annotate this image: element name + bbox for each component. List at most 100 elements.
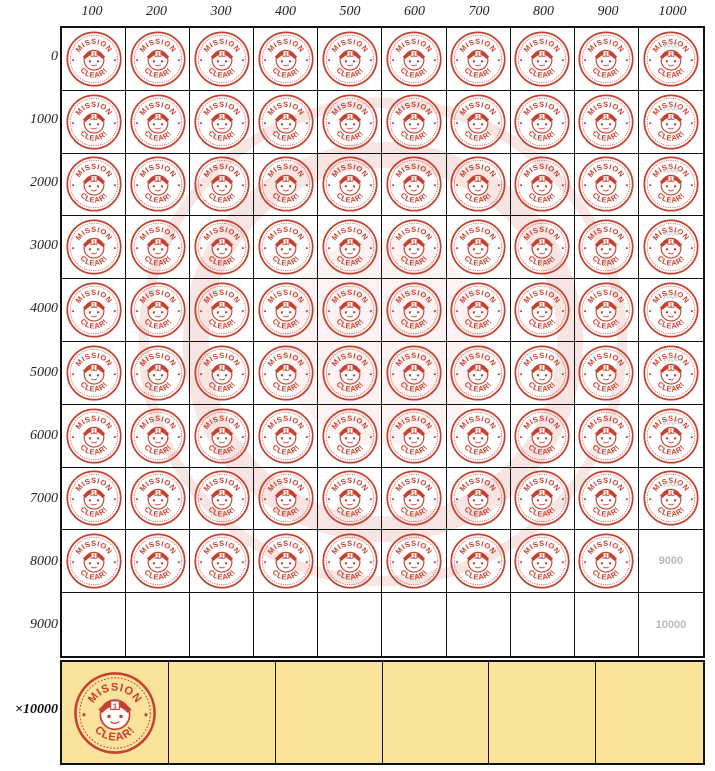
stamp-cell[interactable]: MISSION CLEAR! 1 [574, 153, 639, 217]
stamp-cell[interactable]: MISSION CLEAR! 1 [254, 467, 319, 531]
stamp-cell[interactable]: MISSION CLEAR! 1 1000 [638, 91, 703, 154]
stamp-cell[interactable]: 10000 [639, 593, 703, 656]
stamp-cell[interactable]: MISSION CLEAR! 1 [190, 216, 255, 280]
stamp-cell[interactable]: MISSION CLEAR! 1 [318, 404, 383, 468]
stamp-cell[interactable]: MISSION CLEAR! 1 [382, 153, 447, 217]
stamp-cell[interactable]: MISSION CLEAR! 1 [574, 216, 639, 280]
stamp-cell[interactable]: MISSION CLEAR! 1 [510, 90, 575, 154]
stamp-cell[interactable]: MISSION CLEAR! 1 1000 [638, 216, 703, 280]
stamp-cell[interactable]: MISSION CLEAR! 1 [318, 530, 383, 594]
stamp-cell[interactable]: MISSION CLEAR! 1 [510, 341, 575, 405]
stamp-cell[interactable]: MISSION CLEAR! 1 [318, 341, 383, 405]
stamp-cell[interactable]: MISSION CLEAR! 1 [190, 341, 255, 405]
stamp-cell[interactable]: MISSION CLEAR! 1 [126, 216, 191, 280]
stamp-cell[interactable]: MISSION CLEAR! 1 [254, 153, 319, 217]
stamp-cell[interactable]: MISSION CLEAR! 1 [318, 90, 383, 154]
stamp-cell[interactable]: MISSION CLEAR! 1 1000 [638, 154, 703, 217]
stamp-cell[interactable]: MISSION CLEAR! 1 [446, 90, 511, 154]
stamp-cell[interactable]: MISSION CLEAR! 1 [62, 530, 127, 594]
stamp-cell[interactable] [447, 593, 511, 656]
stamp-cell[interactable]: MISSION CLEAR! 1 [190, 279, 255, 342]
stamp-cell[interactable]: MISSION CLEAR! 1 [126, 467, 191, 531]
stamp-cell[interactable]: MISSION CLEAR! 1 [574, 404, 639, 468]
stamp-cell[interactable]: MISSION CLEAR! 1 [190, 530, 255, 594]
stamp-cell[interactable]: MISSION CLEAR! 1 [574, 467, 639, 531]
stamp-cell[interactable]: MISSION CLEAR! 1 [382, 216, 447, 280]
stamp-cell[interactable]: MISSION CLEAR! 1 [574, 279, 639, 342]
stamp-cell[interactable]: MISSION CLEAR! 1 [126, 153, 191, 217]
bonus-cell[interactable] [489, 662, 597, 763]
stamp-cell[interactable]: MISSION CLEAR! 1 [62, 404, 127, 468]
bonus-cell[interactable] [169, 662, 276, 763]
stamp-cell[interactable]: MISSION CLEAR! 1 [382, 90, 447, 154]
stamp-cell[interactable]: MISSION CLEAR! 1 [126, 341, 191, 405]
stamp-cell[interactable]: MISSION CLEAR! 1 [62, 341, 127, 405]
stamp-cell[interactable]: MISSION CLEAR! 1 [254, 90, 319, 154]
stamp-cell[interactable] [382, 593, 447, 656]
stamp-cell[interactable]: MISSION CLEAR! 1 [510, 153, 575, 217]
bonus-cell[interactable] [276, 662, 383, 763]
stamp-cell[interactable]: MISSION CLEAR! 1 [318, 28, 383, 91]
stamp-cell[interactable]: MISSION CLEAR! 1 1000 [638, 405, 703, 468]
stamp-cell[interactable] [62, 593, 127, 656]
stamp-cell[interactable] [575, 593, 639, 656]
stamp-cell[interactable]: MISSION CLEAR! 1 [382, 341, 447, 405]
stamp-cell[interactable]: MISSION CLEAR! 1 [382, 28, 447, 91]
stamp-cell[interactable]: MISSION CLEAR! 1 [318, 153, 383, 217]
stamp-cell[interactable]: MISSION CLEAR! 1 [254, 530, 319, 594]
stamp-cell[interactable]: MISSION CLEAR! 1 [190, 153, 255, 217]
stamp-cell[interactable]: MISSION CLEAR! 1 [574, 341, 639, 405]
stamp-cell[interactable]: MISSION CLEAR! 1 [62, 28, 127, 91]
stamp-cell[interactable]: MISSION CLEAR! 1 [126, 279, 191, 342]
stamp-cell[interactable]: MISSION CLEAR! 1 [62, 467, 127, 531]
bonus-cell[interactable] [596, 662, 703, 763]
stamp-cell[interactable]: MISSION CLEAR! 1 [574, 90, 639, 154]
stamp-cell[interactable]: MISSION CLEAR! 1 [510, 467, 575, 531]
stamp-cell[interactable]: MISSION CLEAR! 1 [382, 467, 447, 531]
stamp-cell[interactable]: MISSION CLEAR! 1 [126, 90, 191, 154]
stamp-cell[interactable]: MISSION CLEAR! 1 [190, 467, 255, 531]
stamp-cell[interactable]: MISSION CLEAR! 1 1000 [638, 279, 703, 342]
stamp-cell[interactable]: MISSION CLEAR! 1 [382, 404, 447, 468]
stamp-cell[interactable]: MISSION CLEAR! 1 1000 [638, 342, 703, 405]
stamp-cell[interactable]: MISSION CLEAR! 1 [446, 28, 511, 91]
stamp-cell[interactable]: MISSION CLEAR! 1 [446, 530, 511, 594]
stamp-cell[interactable] [254, 593, 319, 656]
stamp-cell[interactable]: MISSION CLEAR! 1 [318, 467, 383, 531]
stamp-cell[interactable]: MISSION CLEAR! 1 [62, 279, 127, 342]
stamp-cell[interactable]: MISSION CLEAR! 1 [254, 216, 319, 280]
stamp-cell[interactable]: MISSION CLEAR! 1 1000 [638, 28, 703, 91]
bonus-cell[interactable]: MISSION CLEAR! 1 [62, 662, 169, 763]
stamp-cell[interactable]: MISSION CLEAR! 1 [190, 404, 255, 468]
stamp-cell[interactable]: MISSION CLEAR! 1 [318, 279, 383, 342]
stamp-cell[interactable]: MISSION CLEAR! 1 [510, 530, 575, 594]
stamp-cell[interactable]: MISSION CLEAR! 1 [62, 90, 127, 154]
stamp-cell[interactable]: MISSION CLEAR! 1 1000 [638, 468, 703, 531]
stamp-cell[interactable]: MISSION CLEAR! 1 [382, 279, 447, 342]
stamp-cell[interactable]: MISSION CLEAR! 1 [446, 279, 511, 342]
stamp-cell[interactable]: MISSION CLEAR! 1 [254, 341, 319, 405]
stamp-cell[interactable] [190, 593, 255, 656]
stamp-cell[interactable]: MISSION CLEAR! 1 [126, 28, 191, 91]
stamp-cell[interactable]: MISSION CLEAR! 1 [190, 28, 255, 91]
stamp-cell[interactable]: MISSION CLEAR! 1 [446, 404, 511, 468]
stamp-cell[interactable]: MISSION CLEAR! 1 [126, 404, 191, 468]
stamp-cell[interactable]: MISSION CLEAR! 1 [510, 279, 575, 342]
stamp-cell[interactable] [318, 593, 383, 656]
stamp-cell[interactable]: MISSION CLEAR! 1 [382, 530, 447, 594]
stamp-cell[interactable]: MISSION CLEAR! 1 [510, 28, 575, 91]
stamp-cell[interactable]: MISSION CLEAR! 1 [62, 216, 127, 280]
stamp-cell[interactable]: MISSION CLEAR! 1 [510, 404, 575, 468]
stamp-cell[interactable]: MISSION CLEAR! 1 [62, 153, 127, 217]
stamp-cell[interactable]: MISSION CLEAR! 1 [254, 404, 319, 468]
stamp-cell[interactable] [126, 593, 191, 656]
stamp-cell[interactable]: 9000 [638, 530, 703, 594]
bonus-cell[interactable] [383, 662, 490, 763]
stamp-cell[interactable]: MISSION CLEAR! 1 [446, 216, 511, 280]
stamp-cell[interactable]: MISSION CLEAR! 1 [446, 153, 511, 217]
stamp-cell[interactable]: MISSION CLEAR! 1 [574, 28, 639, 91]
stamp-cell[interactable]: MISSION CLEAR! 1 [574, 530, 639, 594]
stamp-cell[interactable]: MISSION CLEAR! 1 [510, 216, 575, 280]
stamp-cell[interactable]: MISSION CLEAR! 1 [254, 28, 319, 91]
stamp-cell[interactable]: MISSION CLEAR! 1 [254, 279, 319, 342]
